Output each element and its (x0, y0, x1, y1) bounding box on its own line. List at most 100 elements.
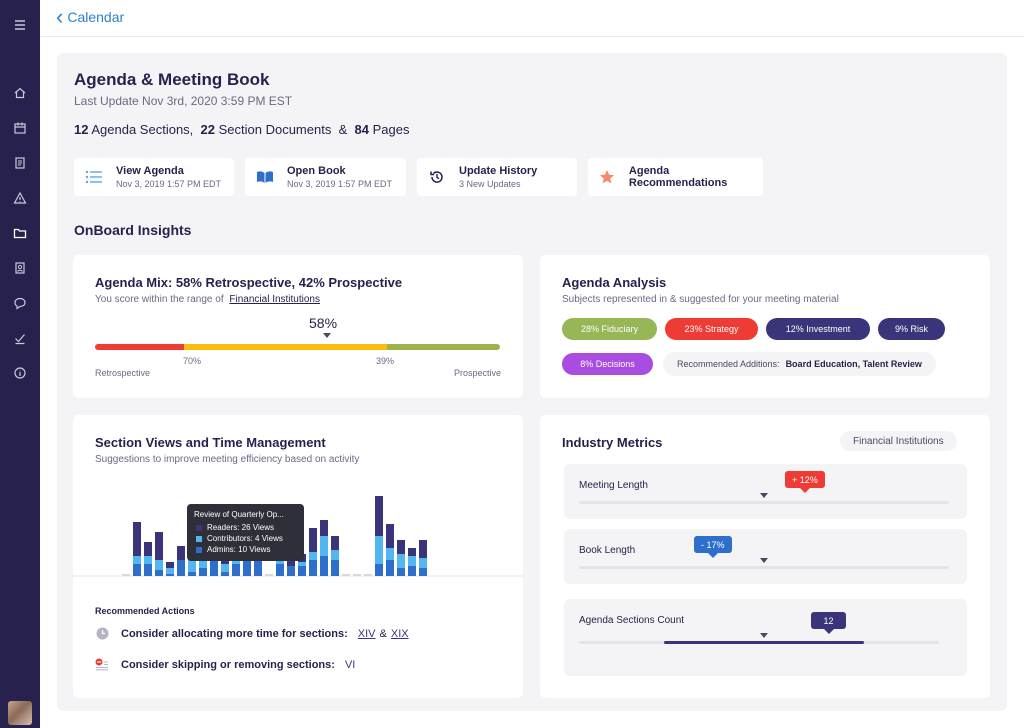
chart-tooltip: Review of Quarterly Op... Readers: 26 Vi… (187, 504, 304, 561)
chart-bar-admins[interactable] (166, 574, 174, 576)
info-icon[interactable] (0, 362, 40, 384)
calendar-icon[interactable] (0, 117, 40, 139)
pill-decisions[interactable]: 8% Decisions (562, 353, 653, 375)
chart-bar-admins[interactable] (177, 560, 185, 576)
mix-bar-prospective (386, 344, 500, 350)
chart-bar-admins[interactable] (188, 572, 196, 576)
chart-bar-admins[interactable] (419, 568, 427, 576)
chart-bar-contributors[interactable] (331, 550, 339, 560)
chart-bar-readers[interactable] (397, 540, 405, 554)
chart-bar-empty[interactable] (265, 574, 273, 576)
chart-bar-admins[interactable] (133, 564, 141, 576)
document-icon[interactable] (0, 152, 40, 174)
chart-bar-contributors[interactable] (309, 552, 317, 560)
chart-bar-admins[interactable] (320, 556, 328, 576)
chart-bar-admins[interactable] (397, 568, 405, 576)
chart-bar-empty[interactable] (364, 574, 372, 576)
insights-title: OnBoard Insights (74, 222, 192, 238)
chart-bar-readers[interactable] (133, 522, 141, 556)
back-link[interactable]: ‹ Calendar (56, 6, 124, 28)
chart-bar-readers[interactable] (408, 548, 416, 556)
chart-bar-contributors[interactable] (419, 558, 427, 568)
chat-icon[interactable] (0, 292, 40, 314)
agenda-recommendations-title: Agenda Recommendations (628, 165, 728, 189)
metric-badge: + 12% (785, 471, 825, 493)
chart-bar-readers[interactable] (331, 536, 339, 550)
pill-investment[interactable]: 12% Investment (766, 318, 870, 340)
chart-bar-contributors[interactable] (144, 556, 152, 564)
chart-bar-contributors[interactable] (386, 548, 394, 560)
pages-label: Pages (372, 122, 410, 137)
chart-bar-readers[interactable] (375, 496, 383, 536)
section-link-xiv[interactable]: XIV (357, 627, 376, 640)
chart-bar-empty[interactable] (353, 574, 361, 576)
chart-bar-readers[interactable] (144, 542, 152, 556)
chart-bar-contributors[interactable] (408, 556, 416, 566)
chart-bar-contributors[interactable] (397, 554, 405, 568)
action-allocate-time: Consider allocating more time for sectio… (95, 627, 409, 640)
agenda-mix-title: Agenda Mix: 58% Retrospective, 42% Prosp… (95, 275, 403, 290)
chart-bar-admins[interactable] (243, 560, 251, 576)
tooltip-readers: Readers: 26 Views (207, 523, 274, 532)
section-link-vi[interactable]: VI (344, 658, 356, 671)
agenda-analysis-panel: Agenda Analysis Subjects represented in … (540, 255, 990, 398)
star-icon (598, 169, 617, 185)
chart-bar-readers[interactable] (155, 532, 163, 560)
folder-icon[interactable] (0, 222, 40, 244)
chart-bar-readers[interactable] (320, 520, 328, 536)
chart-bar-admins[interactable] (199, 568, 207, 576)
pill-strategy[interactable]: 23% Strategy (665, 318, 758, 340)
chart-bar-admins[interactable] (375, 564, 383, 576)
open-book-button[interactable]: Open Book Nov 3, 2019 1:57 PM EDT (245, 158, 406, 196)
chart-bar-contributors[interactable] (375, 536, 383, 564)
agenda-recommendations-button[interactable]: Agenda Recommendations (588, 158, 763, 196)
chart-bar-admins[interactable] (144, 564, 152, 576)
home-icon[interactable] (0, 82, 40, 104)
chart-bar-admins[interactable] (155, 570, 163, 576)
agenda-analysis-subtitle: Subjects represented in & suggested for … (562, 294, 839, 305)
chart-bar-admins[interactable] (309, 560, 317, 576)
metric-badge: 12 (811, 612, 846, 634)
checkmark-icon[interactable] (0, 327, 40, 349)
chart-bar-readers[interactable] (386, 524, 394, 548)
menu-icon[interactable] (0, 14, 40, 36)
chart-bar-admins[interactable] (386, 560, 394, 576)
chart-bar-readers[interactable] (309, 528, 317, 552)
chart-bar-contributors[interactable] (320, 536, 328, 556)
section-link-xix[interactable]: XIX (390, 627, 409, 640)
chart-bar-contributors[interactable] (155, 560, 163, 570)
financial-institutions-link[interactable]: Financial Institutions (229, 294, 320, 305)
pill-fiduciary[interactable]: 28% Fiduciary (562, 318, 657, 340)
chart-bar-admins[interactable] (331, 560, 339, 576)
avatar[interactable] (8, 701, 32, 725)
chart-bar-admins[interactable] (408, 566, 416, 576)
pill-risk[interactable]: 9% Risk (878, 318, 945, 340)
contacts-icon[interactable] (0, 257, 40, 279)
chart-bar-admins[interactable] (276, 564, 284, 576)
chart-bar-admins[interactable] (254, 558, 262, 576)
chart-bar-admins[interactable] (287, 566, 295, 576)
chart-bar-admins[interactable] (298, 566, 306, 576)
chart-bar-contributors[interactable] (199, 556, 207, 568)
view-agenda-button[interactable]: View Agenda Nov 3, 2019 1:57 PM EDT (74, 158, 234, 196)
agenda-analysis-title: Agenda Analysis (562, 275, 667, 290)
chart-bar-empty[interactable] (342, 574, 350, 576)
chart-bar-contributors[interactable] (298, 562, 306, 566)
chart-bar-contributors[interactable] (133, 556, 141, 564)
chart-bar-admins[interactable] (232, 564, 240, 576)
chart-bar-readers[interactable] (419, 540, 427, 558)
update-history-button[interactable]: Update History 3 New Updates (417, 158, 577, 196)
chart-bar-readers[interactable] (177, 546, 185, 560)
chart-bar-admins[interactable] (210, 560, 218, 576)
legend-swatch-contributors (196, 535, 202, 542)
chart-bar-readers[interactable] (166, 562, 174, 568)
chart-bar-contributors[interactable] (188, 556, 196, 572)
chart-bar-contributors[interactable] (166, 568, 174, 574)
mix-bar (95, 344, 500, 350)
chart-bar-empty[interactable] (122, 574, 130, 576)
mix-tick-right: 39% (376, 356, 395, 366)
chart-bar-admins[interactable] (221, 572, 229, 576)
industry-tag[interactable]: Financial Institutions (840, 431, 957, 451)
chart-bar-contributors[interactable] (221, 564, 229, 572)
warning-icon[interactable] (0, 187, 40, 209)
